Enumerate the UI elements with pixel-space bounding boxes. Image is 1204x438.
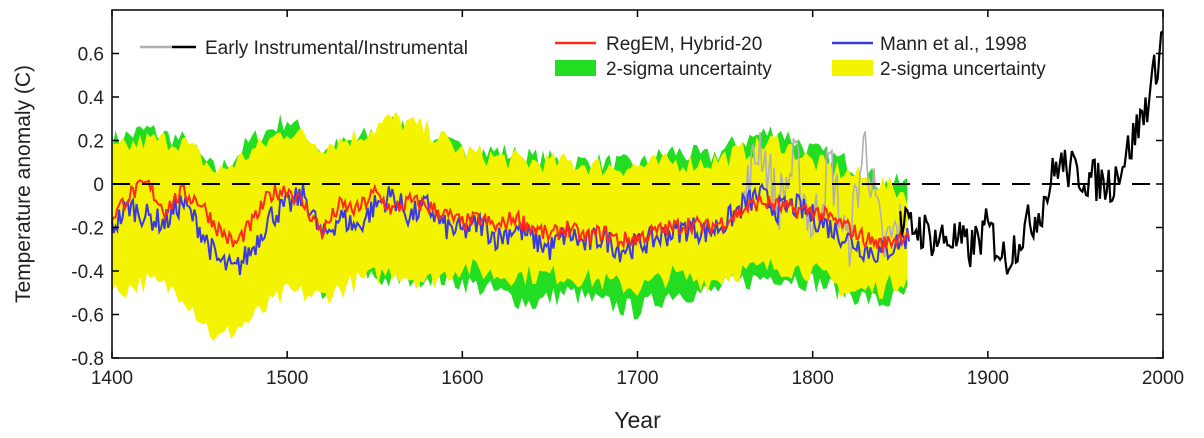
legend-swatch-regem-band: [555, 60, 596, 76]
legend-item-regem: RegEM, Hybrid-20: [555, 34, 762, 55]
y-axis-title: Temperature anomaly (C): [12, 65, 35, 303]
x-axis-title: Year: [614, 407, 661, 433]
x-tick-label: 1900: [967, 368, 1009, 389]
y-tick-label: -0.2: [71, 219, 104, 240]
legend-swatch-mann-band: [832, 60, 873, 76]
legend-item-regem-band: 2-sigma uncertainty: [555, 59, 772, 80]
regem-hybrid-20-line: [111, 179, 910, 254]
legend-label-regem: RegEM, Hybrid-20: [606, 34, 762, 55]
y-tick-label: -0.4: [71, 262, 104, 283]
y-tick-label: 0.4: [78, 88, 105, 109]
y-tick-label: 0: [93, 175, 104, 196]
y-tick-label: 0.6: [78, 45, 104, 66]
y-tick-label: 0.2: [78, 132, 104, 153]
x-tick-label: 1800: [792, 368, 834, 389]
legend-label-mann-band: 2-sigma uncertainty: [880, 59, 1046, 80]
legend-label-mann: Mann et al., 1998: [880, 34, 1027, 55]
legend-item-instrumental: Early Instrumental/Instrumental: [140, 38, 468, 59]
x-tick-label: 1600: [441, 368, 483, 389]
x-tick-label: 1400: [91, 368, 133, 389]
legend-item-mann: Mann et al., 1998: [832, 34, 1027, 55]
x-tick-label: 1500: [266, 368, 308, 389]
legend-item-mann-band: 2-sigma uncertainty: [832, 59, 1046, 80]
mann-uncertainty-band: [112, 111, 908, 342]
legend-label-instrumental: Early Instrumental/Instrumental: [205, 38, 468, 59]
legend: Early Instrumental/Instrumental RegEM, H…: [140, 34, 1046, 80]
x-tick-label: 1700: [616, 368, 658, 389]
mann-1998-line: [111, 182, 910, 276]
y-tick-label: -0.6: [71, 306, 104, 327]
axis-ticks: 1400 1500 1600 1700 1800 1900 2000 -0.8 -0.6 -0.4…: [71, 10, 1184, 389]
x-tick-label: 2000: [1142, 368, 1184, 389]
legend-label-regem-band: 2-sigma uncertainty: [606, 59, 772, 80]
y-tick-label: -0.8: [71, 349, 104, 370]
uncertainty-bands: [112, 111, 908, 342]
